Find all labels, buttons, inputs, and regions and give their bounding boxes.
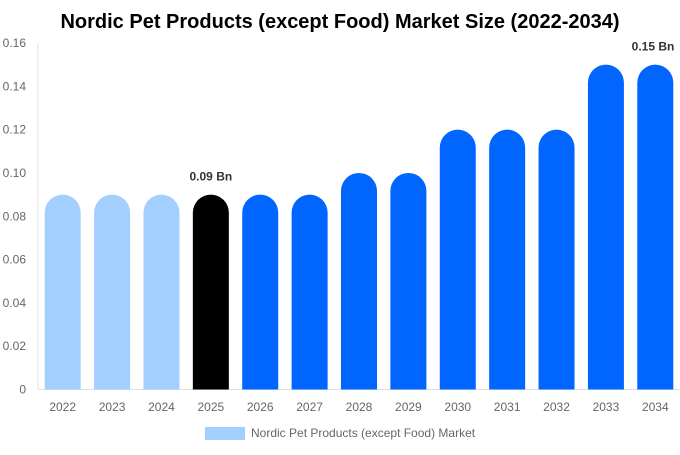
bar-2029: [390, 172, 427, 390]
legend-label: Nordic Pet Products (except Food) Market: [251, 426, 476, 440]
x-tick-label: 2025: [197, 400, 224, 414]
y-tick-label: 0.12: [3, 123, 27, 137]
legend-swatch: [205, 427, 245, 440]
y-tick-label: 0: [19, 383, 26, 397]
x-tick-label: 2029: [395, 400, 422, 414]
x-tick-label: 2028: [346, 400, 373, 414]
data-label: 0.15 Bn: [632, 40, 675, 54]
bar-2034: [637, 64, 674, 390]
x-tick-label: 2032: [543, 400, 570, 414]
y-tick-label: 0.04: [3, 296, 27, 310]
bar-2028: [341, 172, 377, 390]
x-tick-label: 2023: [99, 400, 126, 414]
bar-2022: [44, 194, 81, 390]
y-tick-label: 0.10: [3, 166, 27, 180]
bar-2026: [242, 194, 279, 390]
bar-2027: [291, 194, 328, 390]
y-tick-label: 0.14: [3, 79, 27, 93]
bar-2032: [538, 129, 575, 390]
x-tick-label: 2027: [296, 400, 323, 414]
y-tick-label: 0.16: [3, 36, 27, 50]
bar-2030: [439, 129, 476, 390]
bar-2033: [587, 64, 624, 390]
x-tick-label: 2034: [642, 400, 669, 414]
bar-2024: [143, 194, 180, 390]
y-tick-label: 0.02: [3, 339, 27, 353]
y-tick-label: 0.06: [3, 253, 27, 267]
x-tick-label: 2031: [494, 400, 521, 414]
bar-2023: [94, 194, 131, 390]
x-tick-label: 2030: [444, 400, 471, 414]
y-tick-label: 0.08: [3, 209, 27, 223]
bar-2025: [192, 194, 229, 390]
bar-2031: [489, 129, 526, 390]
x-tick-label: 2026: [247, 400, 274, 414]
x-tick-label: 2033: [593, 400, 620, 414]
data-label: 0.09 Bn: [190, 170, 233, 184]
x-tick-label: 2024: [148, 400, 175, 414]
chart-title: Nordic Pet Products (except Food) Market…: [60, 11, 619, 33]
x-tick-label: 2022: [49, 400, 76, 414]
